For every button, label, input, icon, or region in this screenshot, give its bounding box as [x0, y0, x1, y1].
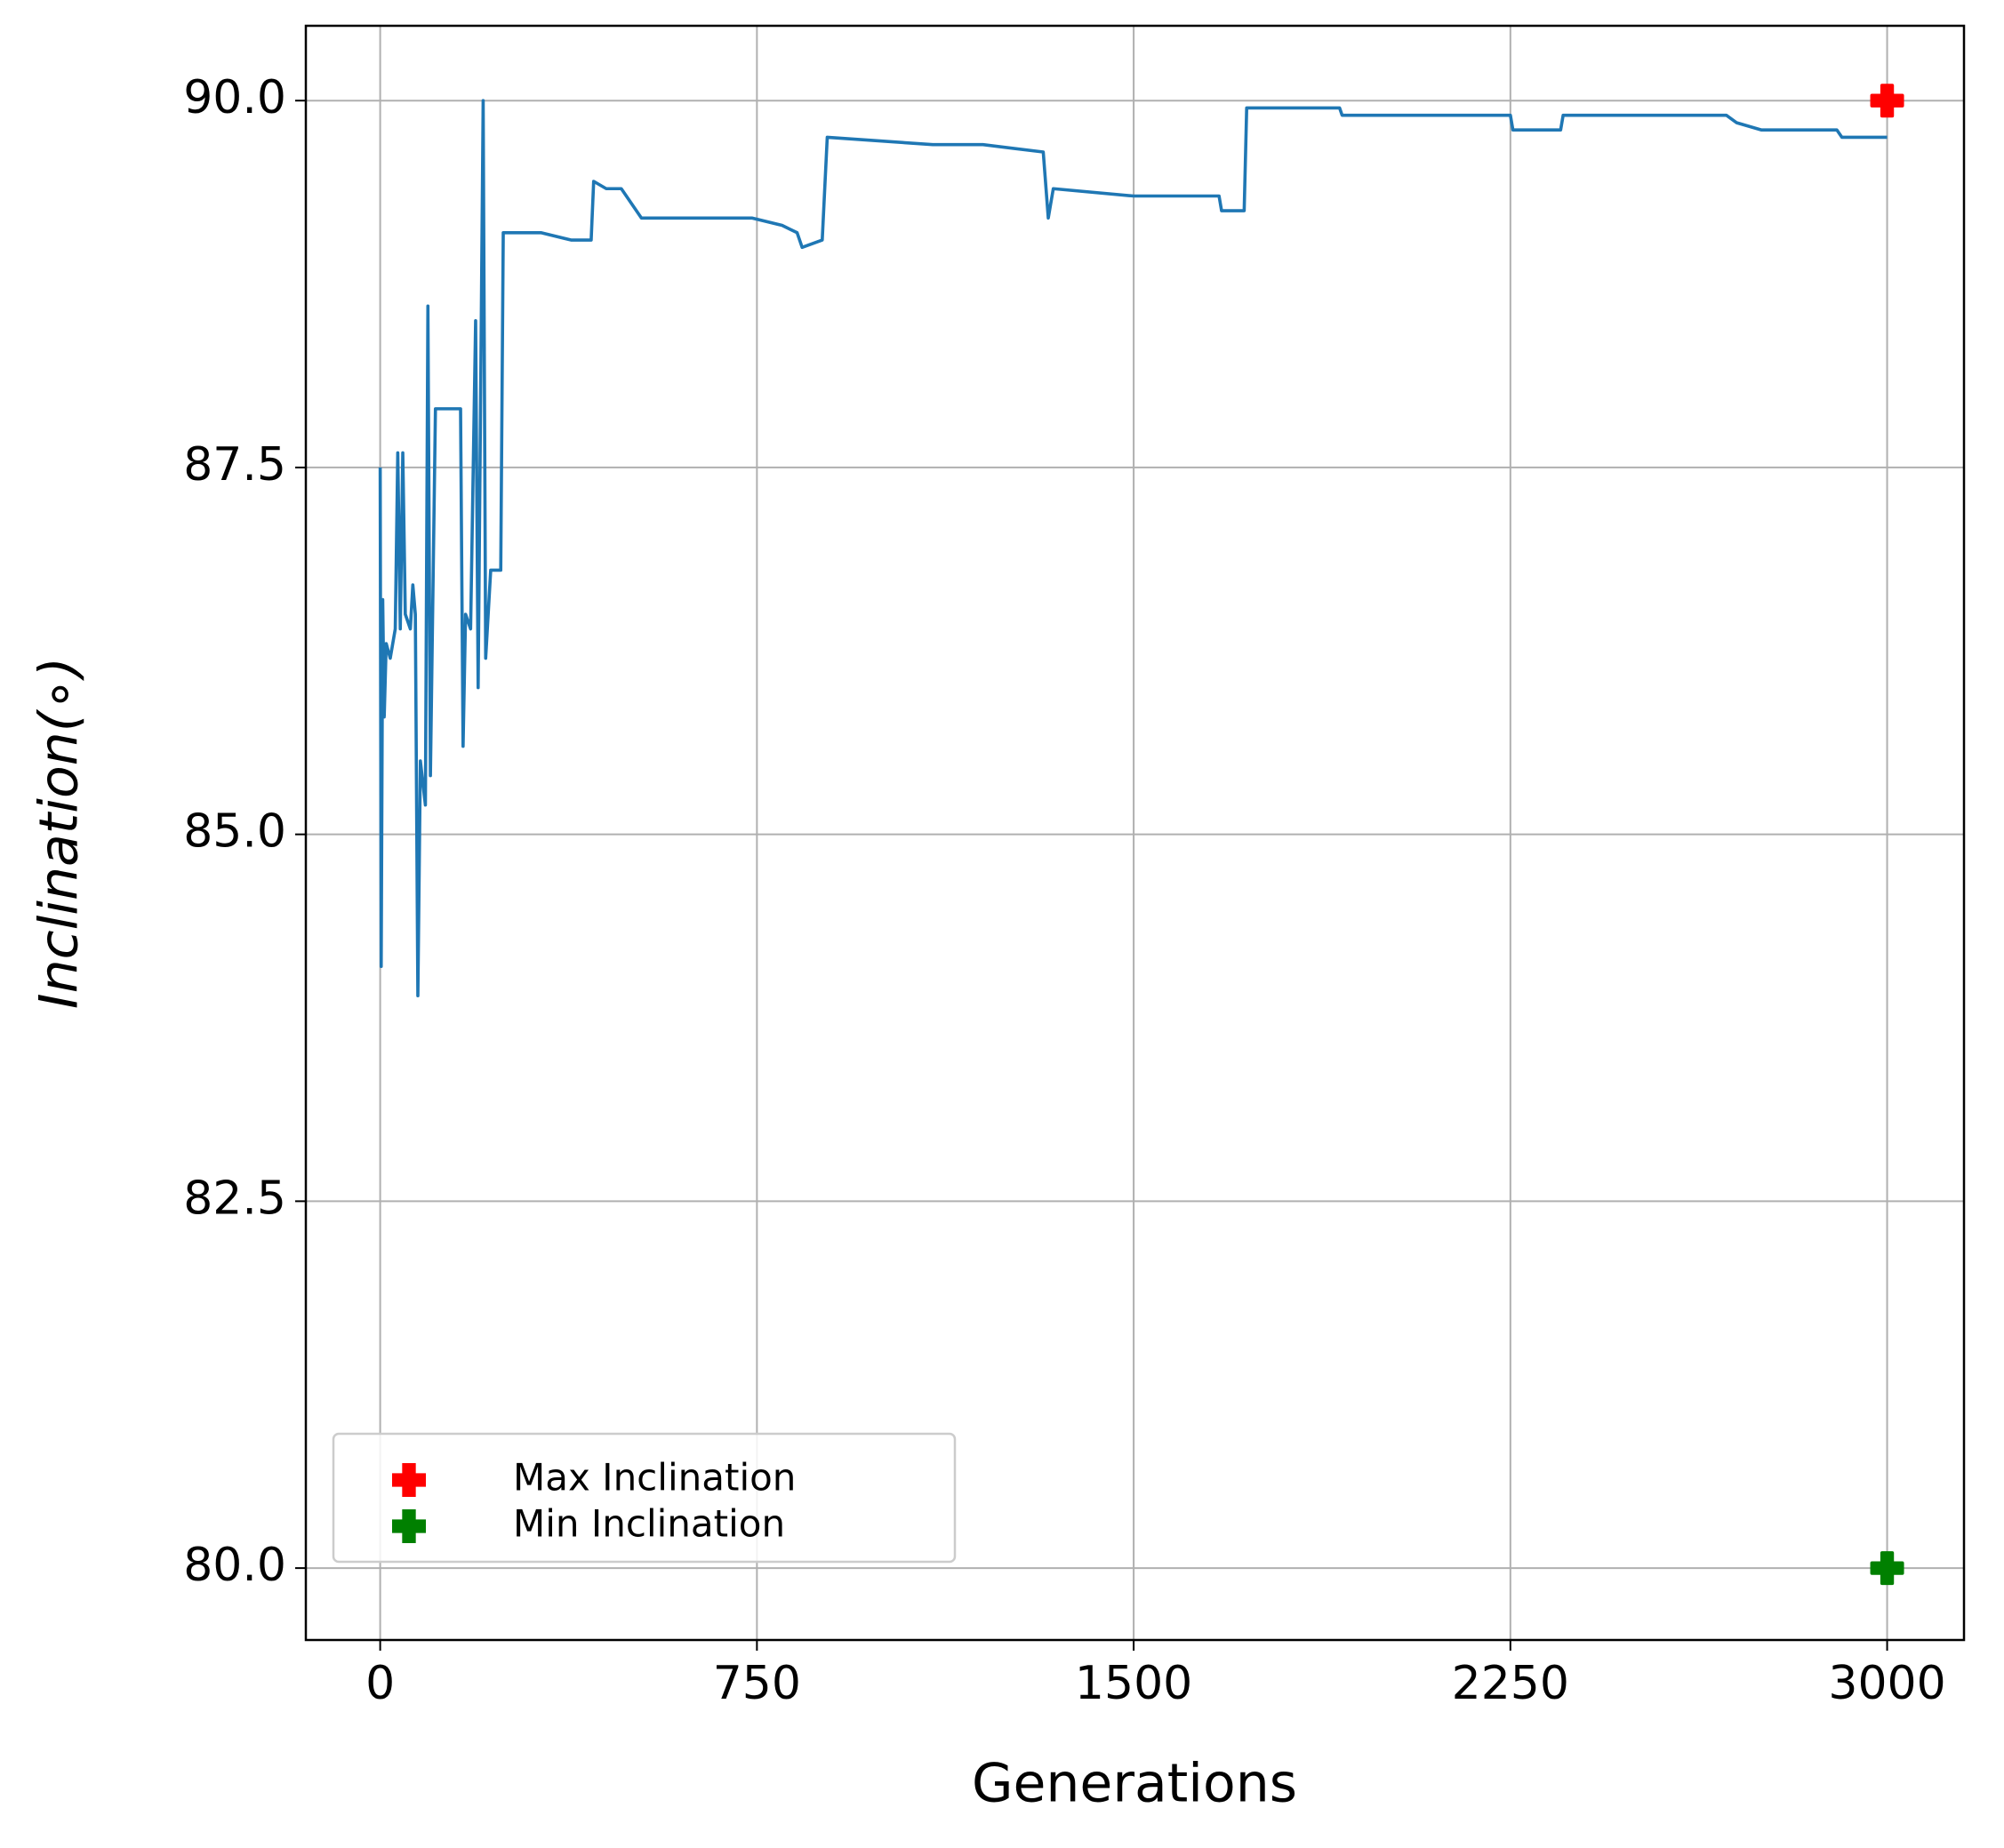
marker: [1870, 1551, 1904, 1586]
legend-label: Min Inclination: [513, 1502, 785, 1546]
y-tick-label: 85.0: [183, 805, 286, 859]
data-line: [378, 99, 1888, 998]
legend-marker: [392, 1463, 426, 1497]
y-tick-label: 80.0: [183, 1539, 286, 1592]
x-axis-label: Generations: [972, 1753, 1297, 1815]
marker: [1870, 84, 1904, 118]
y-axis-label: Inclination(∘): [28, 657, 91, 1009]
y-tick-label: 87.5: [183, 438, 286, 492]
legend-box: [332, 1432, 957, 1564]
legend-marker: [392, 1509, 426, 1543]
legend-label: Max Inclination: [513, 1456, 796, 1500]
plot-frame: [304, 24, 1966, 1642]
x-tick-label: 750: [713, 1657, 801, 1710]
x-tick-label: 3000: [1828, 1657, 1945, 1710]
x-tick-label: 0: [365, 1657, 395, 1710]
x-tick-label: 1500: [1075, 1657, 1192, 1710]
x-tick-label: 2250: [1452, 1657, 1569, 1710]
y-tick-label: 90.0: [183, 71, 286, 124]
y-tick-label: 82.5: [183, 1172, 286, 1225]
